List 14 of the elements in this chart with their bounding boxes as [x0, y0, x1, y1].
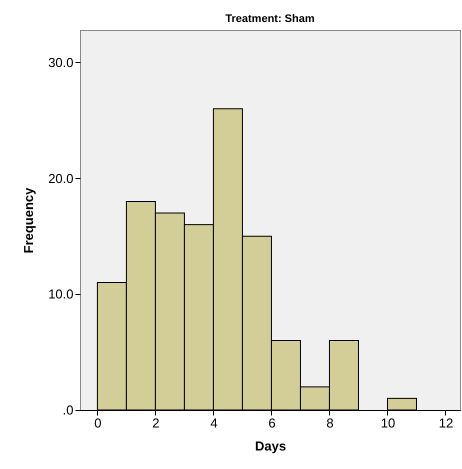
x-tick-label: 0 — [94, 416, 102, 430]
x-tick-label: 10 — [380, 416, 396, 430]
x-tick-label: 4 — [210, 416, 218, 430]
y-axis-title: Frequency — [21, 186, 36, 254]
y-tick-label: 20.0 — [48, 170, 74, 186]
x-axis-title: Days — [254, 438, 286, 454]
x-tick-label: 6 — [268, 416, 276, 430]
x-tick-label: 8 — [326, 416, 334, 430]
y-tick-label: .0 — [62, 402, 74, 418]
x-tick-label: 2 — [152, 416, 160, 430]
y-tick-label: 30.0 — [48, 54, 74, 70]
x-tick-label: 12 — [438, 416, 454, 430]
y-tick-label: 10.0 — [48, 286, 74, 302]
chart-title: Treatment: Sham — [225, 13, 315, 25]
